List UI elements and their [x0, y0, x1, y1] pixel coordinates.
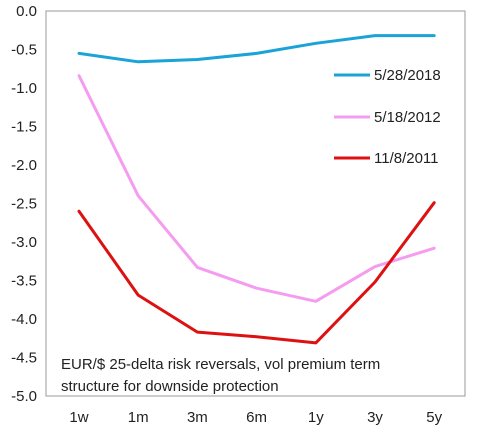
legend-label: 5/28/2018: [374, 67, 441, 84]
y-tick-label: -4.5: [11, 350, 37, 367]
chart-annotation: EUR/$ 25-delta risk reversals, vol premi…: [61, 356, 380, 395]
x-tick-label: 6m: [246, 409, 267, 426]
y-tick-label: -3.5: [11, 273, 37, 290]
series-lines: [77, 34, 436, 345]
x-tick-label: 1w: [69, 409, 88, 426]
x-tick-label: 1y: [308, 409, 324, 426]
y-tick-label: -1.5: [11, 119, 37, 136]
y-tick-label: -2.0: [11, 157, 37, 174]
y-axis: 0.0 -0.5 -1.0 -1.5 -2.0 -2.5 -3.0 -3.5 -4.0 -4.5 -…: [11, 3, 37, 405]
annotation-line-1: EUR/$ 25-delta risk reversals, vol premi…: [61, 356, 380, 373]
y-tick-label: 0.0: [16, 3, 37, 20]
legend-label: 5/18/2012: [374, 109, 441, 126]
y-tick-label: -5.0: [11, 388, 37, 405]
annotation-line-2: structure for downside protection: [61, 378, 279, 395]
series-line-2: [77, 201, 436, 345]
y-tick-label: -1.0: [11, 80, 37, 97]
x-tick-label: 1m: [128, 409, 149, 426]
x-tick-label: 5y: [426, 409, 442, 426]
y-tick-label: -0.5: [11, 42, 37, 59]
x-tick-label: 3m: [187, 409, 208, 426]
plot-frame: [45, 10, 466, 397]
x-axis: 1w 1m 3m 6m 1y 3y 5y: [69, 409, 442, 426]
y-tick-label: -2.5: [11, 196, 37, 213]
y-tick-label: -3.0: [11, 234, 37, 251]
y-tick-label: -4.0: [11, 311, 37, 328]
legend: 5/28/2018 5/18/2012 11/8/2011: [334, 67, 441, 167]
series-line-0: [77, 34, 436, 64]
legend-label: 11/8/2011: [374, 150, 439, 167]
series-line-1: [77, 74, 436, 303]
x-tick-label: 3y: [367, 409, 383, 426]
